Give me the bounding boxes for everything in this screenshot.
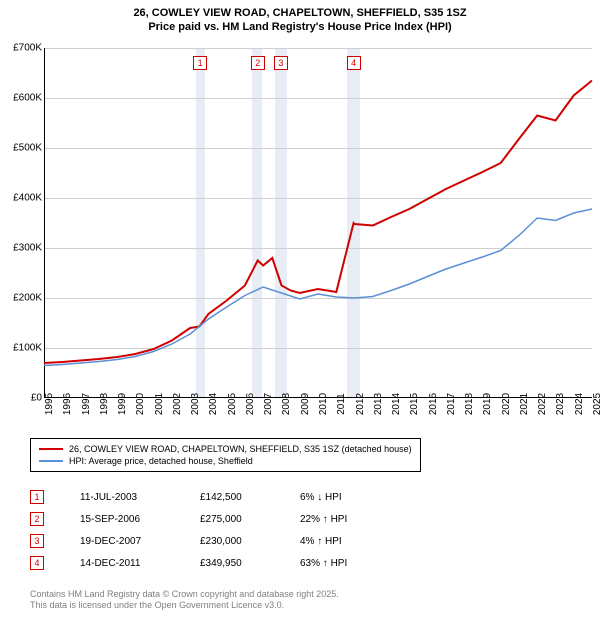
transaction-marker: 3 bbox=[30, 534, 44, 548]
transaction-pct: 63% ↑ HPI bbox=[300, 558, 380, 569]
x-tick-label: 2008 bbox=[281, 393, 292, 415]
x-tick-label: 2024 bbox=[574, 393, 585, 415]
transaction-marker: 4 bbox=[30, 556, 44, 570]
chart-marker: 3 bbox=[274, 56, 288, 70]
series-property bbox=[44, 81, 592, 364]
y-tick-label: £600K bbox=[13, 93, 42, 104]
legend-label: HPI: Average price, detached house, Shef… bbox=[69, 456, 253, 466]
x-tick-label: 1995 bbox=[44, 393, 55, 415]
chart-legend: 26, COWLEY VIEW ROAD, CHAPELTOWN, SHEFFI… bbox=[30, 438, 421, 472]
chart-marker: 2 bbox=[251, 56, 265, 70]
x-tick-label: 2004 bbox=[208, 393, 219, 415]
x-tick-label: 2006 bbox=[245, 393, 256, 415]
x-tick-label: 2010 bbox=[318, 393, 329, 415]
legend-label: 26, COWLEY VIEW ROAD, CHAPELTOWN, SHEFFI… bbox=[69, 444, 412, 454]
transaction-price: £142,500 bbox=[200, 492, 300, 503]
y-tick-label: £100K bbox=[13, 343, 42, 354]
chart-title: 26, COWLEY VIEW ROAD, CHAPELTOWN, SHEFFI… bbox=[0, 0, 600, 35]
title-line2: Price paid vs. HM Land Registry's House … bbox=[0, 20, 600, 34]
transaction-row: 4 14-DEC-2011£349,95063% ↑ HPI bbox=[30, 552, 380, 574]
x-tick-label: 2014 bbox=[391, 393, 402, 415]
x-tick-label: 2013 bbox=[373, 393, 384, 415]
transaction-marker: 1 bbox=[30, 490, 44, 504]
footer-line1: Contains HM Land Registry data © Crown c… bbox=[30, 589, 339, 601]
transaction-price: £230,000 bbox=[200, 536, 300, 547]
transaction-pct: 6% ↓ HPI bbox=[300, 492, 380, 503]
x-tick-label: 2017 bbox=[446, 393, 457, 415]
x-tick-label: 2016 bbox=[428, 393, 439, 415]
transaction-row: 2 15-SEP-2006£275,00022% ↑ HPI bbox=[30, 508, 380, 530]
footer-text: Contains HM Land Registry data © Crown c… bbox=[30, 589, 339, 612]
series-hpi bbox=[44, 209, 592, 366]
x-tick-label: 2011 bbox=[336, 393, 347, 415]
x-tick-label: 2022 bbox=[537, 393, 548, 415]
transaction-table: 1 11-JUL-2003£142,5006% ↓ HPI 2 15-SEP-2006… bbox=[30, 486, 380, 574]
y-tick-label: £500K bbox=[13, 143, 42, 154]
transaction-row: 3 19-DEC-2007£230,0004% ↑ HPI bbox=[30, 530, 380, 552]
chart-lines bbox=[44, 48, 592, 398]
chart-marker: 1 bbox=[193, 56, 207, 70]
y-tick-label: £0 bbox=[31, 393, 42, 404]
x-tick-label: 2018 bbox=[464, 393, 475, 415]
chart-marker: 4 bbox=[347, 56, 361, 70]
x-tick-label: 2021 bbox=[519, 393, 530, 415]
title-line1: 26, COWLEY VIEW ROAD, CHAPELTOWN, SHEFFI… bbox=[0, 6, 600, 20]
transaction-date: 14-DEC-2011 bbox=[80, 558, 200, 569]
transaction-date: 11-JUL-2003 bbox=[80, 492, 200, 503]
x-tick-label: 2007 bbox=[263, 393, 274, 415]
x-tick-label: 2000 bbox=[135, 393, 146, 415]
x-tick-label: 2019 bbox=[482, 393, 493, 415]
y-tick-label: £300K bbox=[13, 243, 42, 254]
x-tick-label: 2015 bbox=[409, 393, 420, 415]
transaction-pct: 22% ↑ HPI bbox=[300, 514, 380, 525]
transaction-row: 1 11-JUL-2003£142,5006% ↓ HPI bbox=[30, 486, 380, 508]
legend-swatch bbox=[39, 460, 63, 462]
x-tick-label: 2005 bbox=[227, 393, 238, 415]
x-tick-label: 2002 bbox=[172, 393, 183, 415]
legend-item: 26, COWLEY VIEW ROAD, CHAPELTOWN, SHEFFI… bbox=[39, 443, 412, 455]
x-tick-label: 2020 bbox=[501, 393, 512, 415]
transaction-price: £275,000 bbox=[200, 514, 300, 525]
legend-swatch bbox=[39, 448, 63, 450]
x-tick-label: 1997 bbox=[81, 393, 92, 415]
x-tick-label: 2009 bbox=[300, 393, 311, 415]
x-tick-label: 2012 bbox=[355, 393, 366, 415]
transaction-date: 15-SEP-2006 bbox=[80, 514, 200, 525]
legend-item: HPI: Average price, detached house, Shef… bbox=[39, 455, 412, 467]
x-tick-label: 2001 bbox=[154, 393, 165, 415]
x-tick-label: 1999 bbox=[117, 393, 128, 415]
transaction-date: 19-DEC-2007 bbox=[80, 536, 200, 547]
transaction-price: £349,950 bbox=[200, 558, 300, 569]
y-tick-label: £700K bbox=[13, 43, 42, 54]
x-tick-label: 2025 bbox=[592, 393, 600, 415]
y-tick-label: £400K bbox=[13, 193, 42, 204]
x-tick-label: 1996 bbox=[62, 393, 73, 415]
x-tick-label: 2003 bbox=[190, 393, 201, 415]
transaction-marker: 2 bbox=[30, 512, 44, 526]
transaction-pct: 4% ↑ HPI bbox=[300, 536, 380, 547]
chart-container: 26, COWLEY VIEW ROAD, CHAPELTOWN, SHEFFI… bbox=[0, 0, 600, 620]
footer-line2: This data is licensed under the Open Gov… bbox=[30, 600, 339, 612]
x-tick-label: 2023 bbox=[555, 393, 566, 415]
y-tick-label: £200K bbox=[13, 293, 42, 304]
x-tick-label: 1998 bbox=[99, 393, 110, 415]
